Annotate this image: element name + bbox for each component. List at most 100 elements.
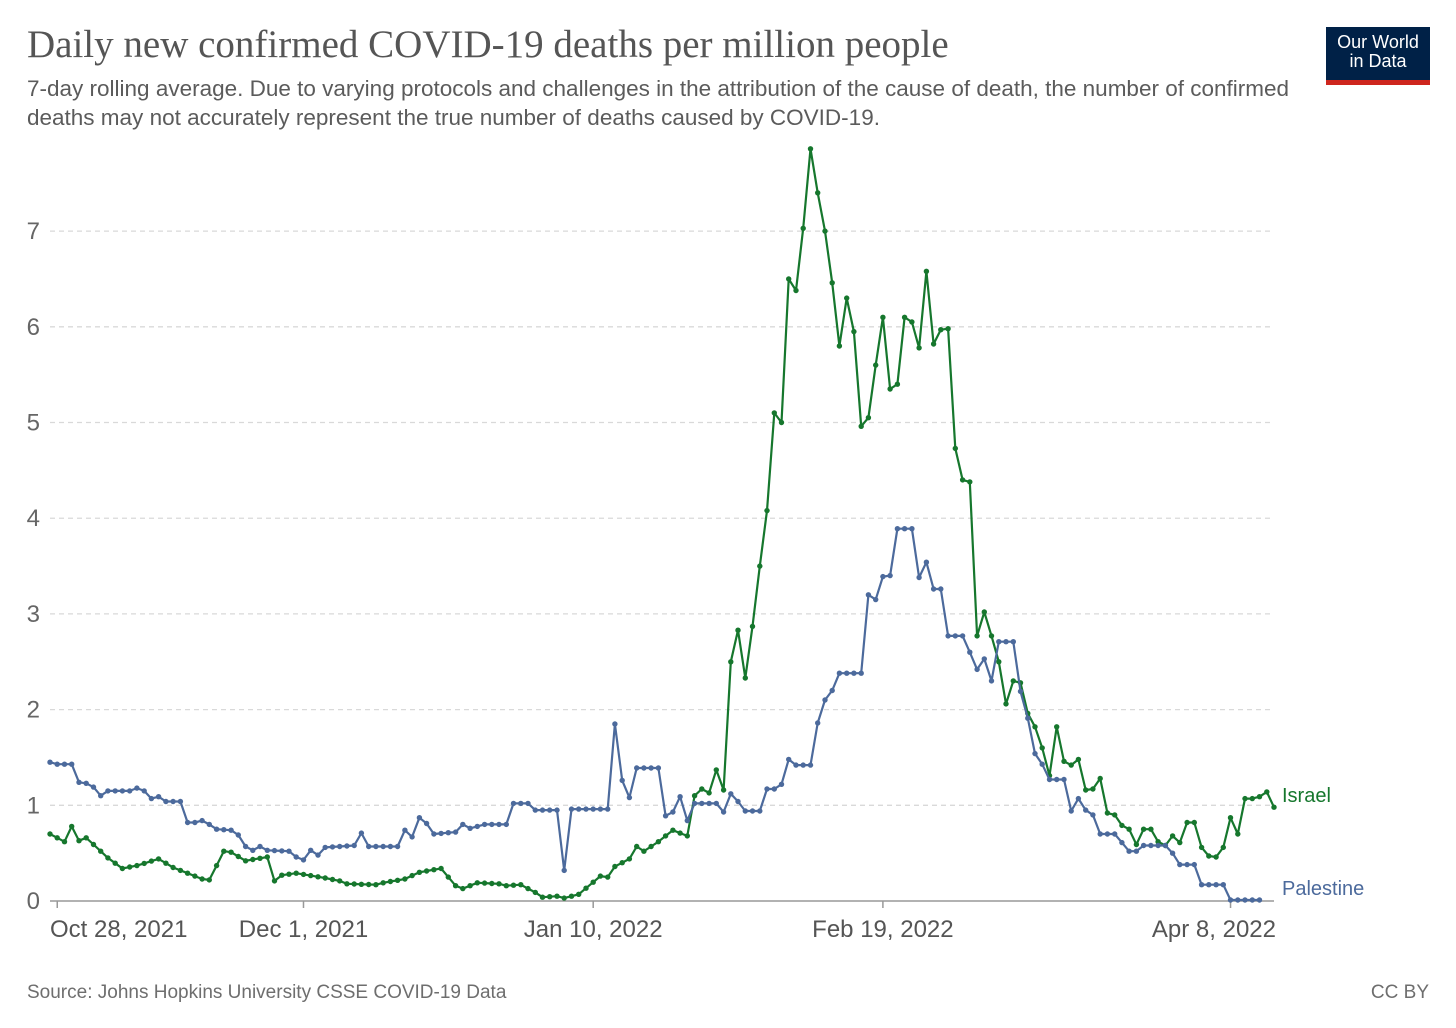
data-point-israel[interactable]: [851, 328, 857, 335]
data-point-israel[interactable]: [98, 848, 104, 854]
data-point-palestine[interactable]: [235, 832, 241, 838]
data-point-israel[interactable]: [286, 871, 292, 877]
data-point-palestine[interactable]: [1025, 715, 1031, 721]
data-point-israel[interactable]: [909, 319, 915, 325]
data-point-israel[interactable]: [793, 287, 799, 294]
data-point-palestine[interactable]: [1068, 808, 1074, 814]
data-point-palestine[interactable]: [576, 806, 582, 812]
data-point-palestine[interactable]: [901, 526, 908, 532]
data-point-palestine[interactable]: [47, 759, 53, 765]
data-point-israel[interactable]: [402, 876, 408, 882]
data-point-israel[interactable]: [771, 410, 777, 416]
data-point-palestine[interactable]: [1140, 842, 1147, 849]
data-point-israel[interactable]: [279, 872, 285, 878]
data-point-israel[interactable]: [1169, 833, 1176, 839]
data-point-israel[interactable]: [532, 889, 538, 896]
data-point-palestine[interactable]: [793, 762, 799, 768]
data-point-israel[interactable]: [590, 879, 596, 885]
data-point-israel[interactable]: [641, 848, 647, 854]
data-point-israel[interactable]: [250, 856, 256, 863]
data-point-israel[interactable]: [54, 835, 60, 841]
data-point-israel[interactable]: [764, 507, 770, 514]
data-point-palestine[interactable]: [431, 831, 437, 837]
data-point-israel[interactable]: [474, 880, 480, 886]
data-point-israel[interactable]: [597, 873, 604, 879]
data-point-palestine[interactable]: [829, 687, 835, 694]
data-point-israel[interactable]: [1271, 804, 1277, 810]
data-point-palestine[interactable]: [438, 830, 444, 837]
data-point-israel[interactable]: [996, 659, 1002, 665]
data-point-palestine[interactable]: [358, 830, 365, 836]
data-point-palestine[interactable]: [757, 808, 763, 814]
data-point-israel[interactable]: [409, 872, 415, 879]
data-point-palestine[interactable]: [561, 867, 567, 874]
data-point-palestine[interactable]: [648, 765, 654, 771]
data-point-palestine[interactable]: [720, 809, 727, 815]
data-point-israel[interactable]: [945, 326, 951, 332]
data-point-israel[interactable]: [460, 885, 466, 892]
data-point-israel[interactable]: [525, 885, 531, 892]
data-point-israel[interactable]: [699, 786, 705, 792]
data-point-palestine[interactable]: [851, 670, 857, 676]
data-point-palestine[interactable]: [337, 843, 343, 850]
data-point-palestine[interactable]: [452, 829, 459, 835]
data-point-israel[interactable]: [865, 415, 872, 421]
data-point-palestine[interactable]: [119, 788, 126, 794]
data-point-israel[interactable]: [300, 871, 307, 878]
data-point-israel[interactable]: [141, 860, 147, 867]
data-point-israel[interactable]: [648, 843, 654, 850]
data-point-israel[interactable]: [1061, 758, 1067, 764]
data-point-palestine[interactable]: [474, 823, 480, 830]
data-point-palestine[interactable]: [90, 784, 97, 790]
data-point-israel[interactable]: [815, 190, 821, 196]
data-point-palestine[interactable]: [423, 820, 430, 827]
data-point-israel[interactable]: [887, 386, 893, 392]
data-point-israel[interactable]: [916, 345, 922, 351]
data-point-palestine[interactable]: [518, 800, 524, 807]
data-point-israel[interactable]: [438, 865, 444, 872]
data-point-israel[interactable]: [83, 835, 89, 841]
data-point-palestine[interactable]: [655, 765, 662, 771]
data-point-palestine[interactable]: [445, 830, 451, 836]
data-point-israel[interactable]: [873, 362, 879, 368]
data-point-israel[interactable]: [431, 867, 437, 873]
data-point-palestine[interactable]: [112, 788, 118, 794]
data-point-palestine[interactable]: [127, 788, 133, 794]
data-point-palestine[interactable]: [344, 843, 350, 849]
data-point-israel[interactable]: [423, 868, 430, 874]
data-point-israel[interactable]: [235, 853, 241, 860]
data-point-palestine[interactable]: [1191, 861, 1198, 868]
data-point-israel[interactable]: [351, 881, 357, 887]
data-point-palestine[interactable]: [909, 526, 915, 532]
data-point-israel[interactable]: [1104, 810, 1111, 816]
data-point-palestine[interactable]: [279, 848, 285, 854]
data-point-palestine[interactable]: [98, 793, 104, 799]
data-point-israel[interactable]: [836, 343, 843, 349]
data-point-palestine[interactable]: [402, 827, 408, 833]
data-point-palestine[interactable]: [373, 843, 379, 850]
data-point-palestine[interactable]: [1017, 688, 1024, 695]
data-point-palestine[interactable]: [930, 586, 937, 592]
data-point-palestine[interactable]: [844, 670, 850, 676]
data-point-palestine[interactable]: [503, 821, 509, 828]
data-point-israel[interactable]: [626, 856, 633, 862]
data-point-palestine[interactable]: [974, 666, 980, 673]
data-point-palestine[interactable]: [894, 526, 901, 532]
data-point-palestine[interactable]: [394, 843, 401, 850]
data-point-palestine[interactable]: [177, 798, 184, 805]
data-point-israel[interactable]: [257, 855, 263, 861]
data-point-israel[interactable]: [844, 295, 850, 301]
data-point-israel[interactable]: [894, 381, 901, 387]
data-point-israel[interactable]: [496, 881, 502, 887]
data-point-palestine[interactable]: [184, 819, 191, 826]
data-point-israel[interactable]: [1235, 831, 1241, 837]
data-point-palestine[interactable]: [83, 780, 89, 786]
data-point-palestine[interactable]: [1213, 882, 1219, 888]
data-point-israel[interactable]: [930, 341, 937, 347]
data-point-israel[interactable]: [1039, 745, 1045, 751]
data-point-palestine[interactable]: [1039, 761, 1045, 767]
data-point-palestine[interactable]: [1112, 831, 1118, 837]
data-point-palestine[interactable]: [481, 821, 488, 828]
data-point-palestine[interactable]: [778, 781, 785, 787]
data-point-palestine[interactable]: [105, 788, 111, 794]
